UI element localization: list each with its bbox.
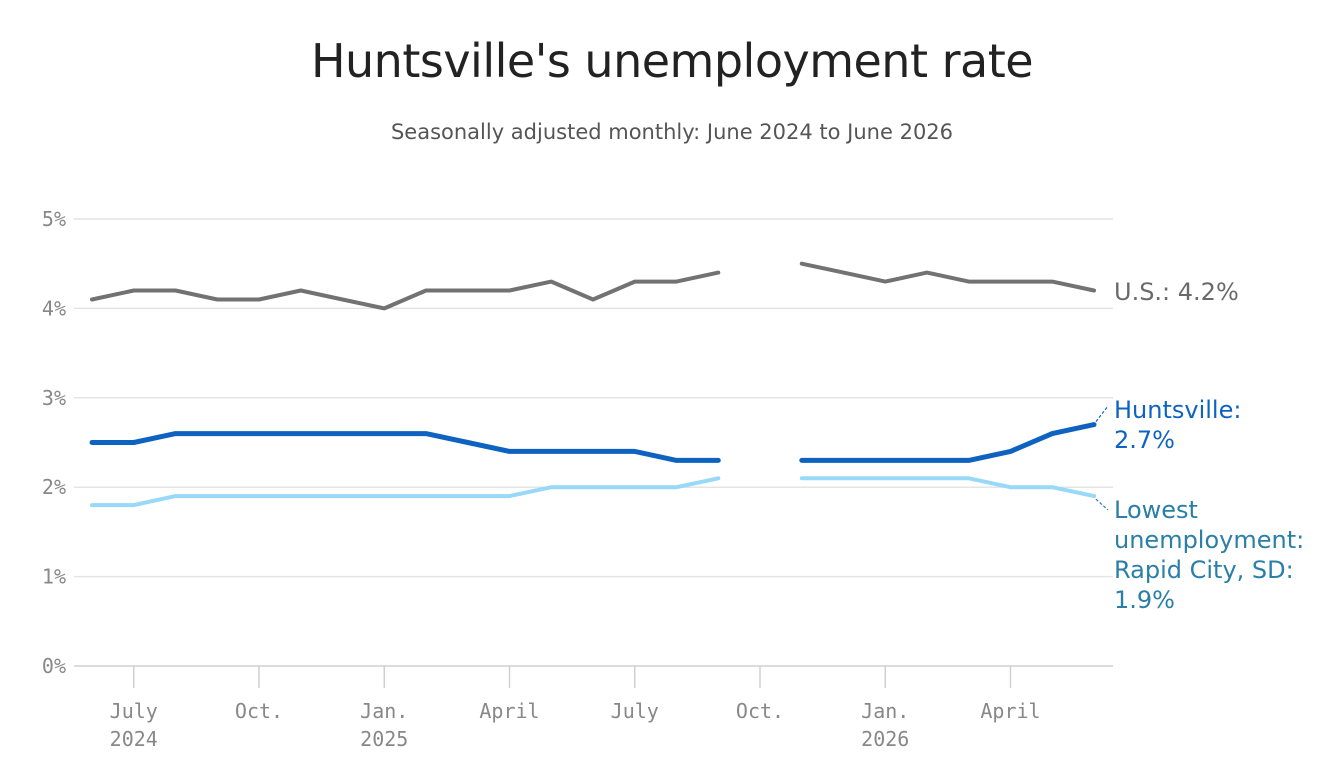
lowest-unemployment-end-label-line: Rapid City, SD: <box>1114 556 1294 584</box>
y-tick-label: 5% <box>42 207 66 231</box>
x-tick-label: Jan. <box>861 699 909 723</box>
u-s-series-line <box>90 270 721 311</box>
x-tick-year-label: 2026 <box>861 727 909 751</box>
huntsville-end-label-line: Huntsville: <box>1114 396 1241 424</box>
x-tick-year-label: 2025 <box>360 727 408 751</box>
y-tick-label: 0% <box>42 654 66 678</box>
chart-title: Huntsville's unemployment rate <box>310 34 1034 88</box>
u-s-series-line <box>799 261 1096 293</box>
x-tick-label: Oct. <box>736 699 784 723</box>
u-s-end-label-line: U.S.: 4.2% <box>1114 278 1239 306</box>
lowest-unemployment-label-leader <box>1095 498 1109 511</box>
lowest-unemployment-end-label-line: unemployment: <box>1114 526 1304 554</box>
x-axis: July 2024 Oct. Jan. 2025 April July Oct. Jan. 202… <box>110 666 1041 751</box>
chart-subtitle: Seasonally adjusted monthly: June 2024 t… <box>390 120 954 144</box>
lowest-unemployment-end-label-line: Lowest <box>1114 496 1198 524</box>
y-axis: 0% 1% 2% 3% 4% 5% <box>42 207 66 678</box>
lowest-unemployment-end-label: Lowest unemployment: Rapid City, SD: 1.9% <box>1114 496 1304 614</box>
grid-lines <box>74 218 1113 667</box>
x-tick-year-label: 2024 <box>110 727 158 751</box>
y-tick-label: 2% <box>42 475 66 499</box>
huntsville-series-line <box>89 431 721 463</box>
x-tick-label: Jan. <box>360 699 408 723</box>
y-tick-label: 1% <box>42 565 66 589</box>
y-tick-label: 4% <box>42 296 66 320</box>
x-tick-label: Oct. <box>235 699 283 723</box>
u-s-end-label: U.S.: 4.2% <box>1114 278 1239 306</box>
y-tick-label: 3% <box>42 386 66 410</box>
x-tick-label: July <box>110 699 158 723</box>
x-tick-label: April <box>980 699 1040 723</box>
huntsville-end-label-line: 2.7% <box>1114 426 1175 454</box>
huntsville-label-leader <box>1095 405 1109 422</box>
series-end-labels: U.S.: 4.2% Huntsville: 2.7% Lowest unemploym… <box>1095 278 1304 614</box>
x-tick-label: July <box>611 699 659 723</box>
huntsville-end-label: Huntsville: 2.7% <box>1114 396 1241 454</box>
series-lines <box>89 261 1097 508</box>
lowest-unemployment-end-label-line: 1.9% <box>1114 586 1175 614</box>
x-tick-label: April <box>479 699 539 723</box>
lowest-unemployment-series-line <box>799 476 1096 499</box>
huntsville-series-line <box>799 422 1097 463</box>
lowest-unemployment-series-line <box>90 476 721 508</box>
